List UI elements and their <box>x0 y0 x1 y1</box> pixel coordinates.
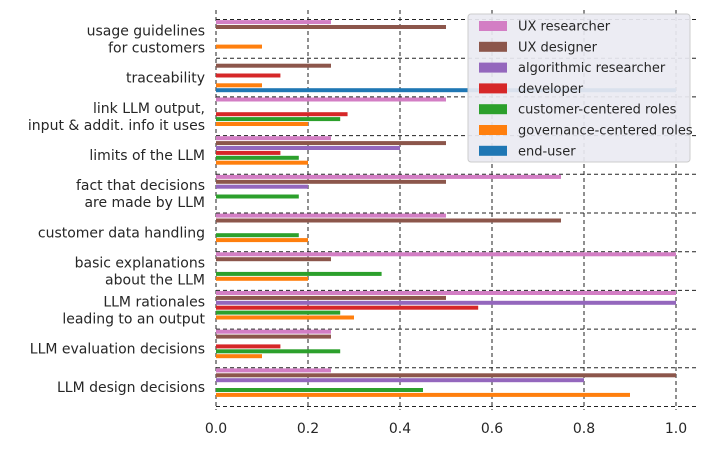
bar <box>216 112 348 117</box>
legend-label: end-user <box>518 144 576 159</box>
bar <box>216 252 676 257</box>
legend-swatch <box>479 41 507 52</box>
bar <box>216 122 308 126</box>
bar <box>216 349 341 354</box>
x-tick-label: 0.4 <box>389 421 411 437</box>
category-label: LLM evaluation decisions <box>30 341 205 357</box>
category-label: fact that decisions <box>76 178 205 194</box>
bar <box>216 354 262 359</box>
category-label: customer data handling <box>38 225 205 241</box>
bar <box>216 334 331 339</box>
bar <box>216 344 281 349</box>
bar <box>216 141 446 146</box>
bar <box>216 329 331 334</box>
bar <box>216 160 308 165</box>
bar <box>216 20 331 25</box>
bar <box>216 300 676 305</box>
legend-swatch <box>479 145 507 156</box>
bar <box>216 291 676 295</box>
bar <box>216 310 341 315</box>
bar <box>216 88 676 93</box>
legend-swatch <box>479 83 507 94</box>
category-label: for customers <box>108 40 205 56</box>
category-label: input & addit. info it uses <box>28 118 205 134</box>
legend-label: governance-centered roles <box>518 124 693 139</box>
bar <box>216 295 446 300</box>
category-label: are made by LLM <box>84 195 205 211</box>
bar <box>216 136 331 141</box>
legend-swatch <box>479 125 507 135</box>
category-label: limits of the LLM <box>89 148 205 164</box>
grid <box>215 10 697 410</box>
bar <box>216 373 676 378</box>
x-tick-label: 0.6 <box>481 421 503 437</box>
x-tick-labels: 0.0 0.2 0.4 0.6 0.8 1.0 <box>205 421 687 437</box>
bar <box>216 174 561 179</box>
legend-swatch <box>479 21 507 31</box>
legend-label: customer-centered roles <box>518 103 677 118</box>
bar <box>216 63 331 68</box>
bars <box>216 20 676 397</box>
bar <box>216 83 262 88</box>
bar <box>216 271 382 276</box>
bar <box>216 44 262 49</box>
bar <box>216 257 331 262</box>
x-tick-label: 1.0 <box>665 421 687 437</box>
x-tick-label: 0.8 <box>573 421 595 437</box>
legend-label: UX designer <box>518 40 598 55</box>
bar <box>216 25 446 29</box>
category-label: usage guidelines <box>87 23 205 39</box>
legend-swatch <box>479 62 507 73</box>
bar <box>216 238 308 243</box>
bar <box>216 213 446 218</box>
bar <box>216 155 299 160</box>
category-label: link LLM output, <box>93 101 205 117</box>
bar <box>216 368 331 373</box>
bar <box>216 194 299 199</box>
bar <box>216 218 561 223</box>
bar <box>216 378 584 383</box>
legend: UX researcher UX designer algorithmic rese… <box>467 13 693 163</box>
legend-label: algorithmic researcher <box>518 61 666 76</box>
category-label: about the LLM <box>105 273 205 289</box>
legend-label: developer <box>518 82 584 97</box>
x-tick-label: 0.0 <box>205 421 227 437</box>
bar <box>216 146 400 150</box>
category-label: leading to an output <box>62 311 205 327</box>
legend-box <box>467 13 691 163</box>
bar <box>216 276 308 281</box>
legend-swatch <box>479 104 507 115</box>
bar <box>216 184 308 189</box>
bar <box>216 305 479 310</box>
legend-label: UX researcher <box>518 20 611 35</box>
bar <box>216 392 630 397</box>
bar <box>216 233 299 238</box>
bar <box>216 315 354 320</box>
bar <box>216 117 341 122</box>
bar <box>216 150 281 155</box>
bar <box>216 388 423 392</box>
bar <box>216 97 446 102</box>
category-label: LLM rationales <box>103 294 205 310</box>
category-label: basic explanations <box>75 256 205 272</box>
bar <box>216 73 281 78</box>
x-tick-label: 0.2 <box>297 421 319 437</box>
category-label: traceability <box>126 71 205 87</box>
category-label: LLM design decisions <box>57 380 205 396</box>
bar <box>216 179 446 184</box>
